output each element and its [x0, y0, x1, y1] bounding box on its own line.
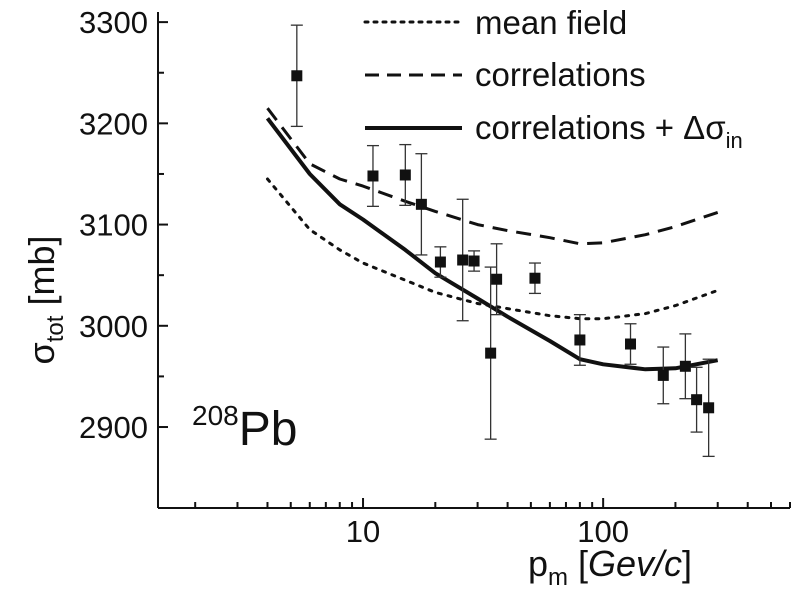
legend-label-mean-field: mean field: [475, 4, 627, 41]
series-lines: [265, 107, 720, 372]
y-tick-label: 2900: [79, 410, 148, 445]
x-tick-label: 10: [346, 514, 380, 549]
x-tick-label: 100: [577, 514, 629, 549]
legend: mean field correlations correlations + Δ…: [363, 4, 743, 153]
data-point-marker: [529, 272, 541, 284]
data-point-marker: [703, 402, 715, 414]
data-point-marker: [434, 256, 446, 268]
y-axis-label: σtot [mb]: [21, 236, 69, 365]
ticks: 2900 3000 3100 3200 3300 10 100: [79, 5, 791, 549]
data-point-marker: [574, 334, 586, 346]
series-line-dotted: [266, 177, 720, 321]
legend-label-correlations: correlations: [475, 56, 646, 93]
series-line-dashed: [266, 107, 719, 246]
y-tick-label: 3300: [79, 5, 148, 40]
x-axis-label: pm [Gev/c]: [528, 543, 692, 590]
legend-label-correlations-delta: correlations + Δσin: [475, 109, 743, 153]
data-points: [290, 24, 715, 458]
y-tick-label: 3000: [79, 309, 148, 344]
y-tick-label: 3200: [79, 106, 148, 141]
data-point-marker: [291, 70, 303, 82]
data-point-marker: [657, 369, 669, 381]
data-point-marker: [468, 255, 480, 267]
data-point-marker: [679, 360, 691, 372]
data-point-marker: [485, 347, 497, 359]
data-point-marker: [367, 170, 379, 182]
data-point-marker: [491, 273, 503, 285]
y-tick-label: 3100: [79, 208, 148, 243]
series-line-solid: [265, 117, 719, 372]
data-point-marker: [415, 198, 427, 210]
data-point-marker: [399, 169, 411, 181]
nucleus-annotation: 208Pb: [192, 400, 297, 456]
data-point-marker: [625, 338, 637, 350]
data-point-marker: [457, 254, 469, 266]
data-point-marker: [691, 394, 703, 406]
